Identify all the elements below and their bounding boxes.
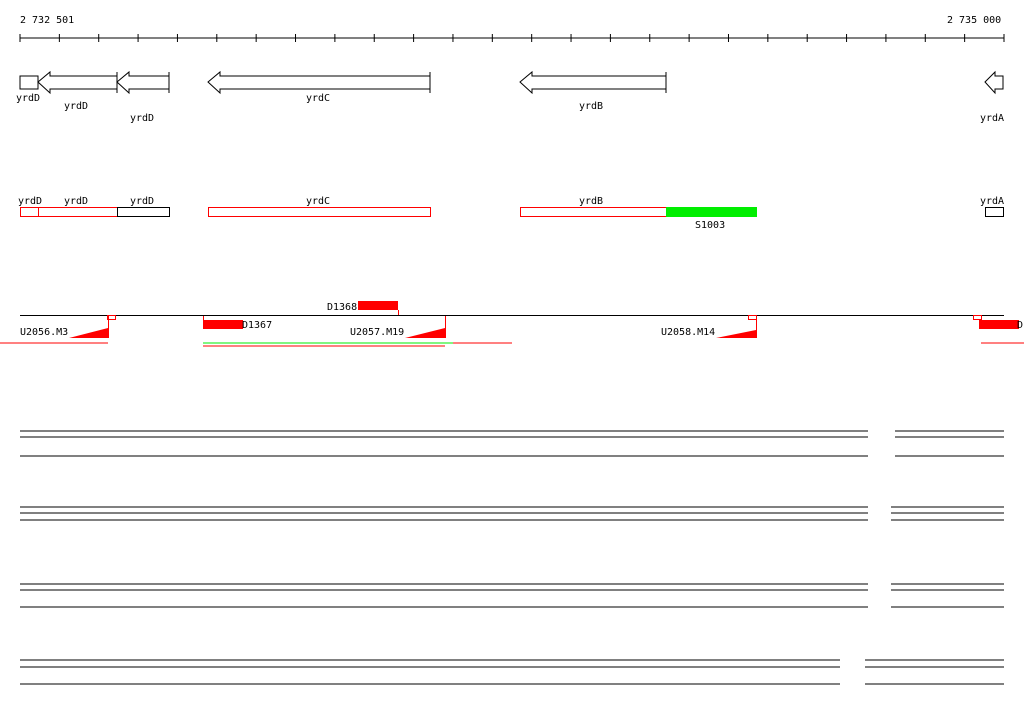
gene-yrdD-1[interactable] bbox=[19, 75, 39, 90]
s1003-label: S1003 bbox=[695, 220, 725, 231]
segment-label: U2057.M19 bbox=[350, 327, 404, 338]
cds-label: yrdB bbox=[579, 196, 603, 207]
cds-track: yrdD yrdD yrdD yrdC yrdB yrdA S1003 bbox=[18, 196, 1004, 231]
segments-track: D1368 U2056.M3 D1367 U2057.M19 U2058.M14… bbox=[0, 301, 1024, 347]
gene-yrdD-2[interactable] bbox=[37, 70, 118, 95]
ruler-start-label: 2 732 501 bbox=[20, 15, 74, 26]
cds-label: yrdA bbox=[980, 196, 1004, 207]
segment-label: U2056.M3 bbox=[20, 327, 68, 338]
cds-label: yrdC bbox=[306, 196, 330, 207]
profile-panel bbox=[20, 583, 1004, 608]
gene-yrdC[interactable] bbox=[207, 70, 431, 95]
segment-label: U2058.M14 bbox=[661, 327, 715, 338]
gene-yrdB[interactable] bbox=[519, 70, 667, 95]
cds-box[interactable] bbox=[520, 207, 667, 217]
cds-label: yrdD bbox=[130, 196, 154, 207]
segment-label: D bbox=[1017, 320, 1023, 331]
cds-box[interactable] bbox=[20, 207, 39, 217]
ruler: 2 732 501 2 735 000 bbox=[19, 15, 1005, 42]
gene-yrdA[interactable] bbox=[984, 70, 1004, 95]
cds-box[interactable] bbox=[208, 207, 431, 217]
ruler-end-label: 2 735 000 bbox=[947, 15, 1001, 26]
cds-box[interactable] bbox=[985, 207, 1004, 217]
gene-label: yrdC bbox=[306, 93, 330, 104]
cds-label: yrdD bbox=[18, 196, 42, 207]
segment-ramp bbox=[69, 328, 108, 338]
segment-label: D1368 bbox=[327, 302, 357, 313]
segment-ramp bbox=[405, 328, 445, 338]
cds-box[interactable] bbox=[117, 207, 170, 217]
gene-yrdD-3[interactable] bbox=[116, 70, 170, 95]
cds-label: yrdD bbox=[64, 196, 88, 207]
cds-box[interactable] bbox=[38, 207, 118, 217]
gene-label: yrdD bbox=[16, 93, 40, 104]
s1003-region[interactable] bbox=[666, 207, 757, 217]
gene-label: yrdB bbox=[579, 101, 603, 112]
gene-arrows-track: yrdD yrdD yrdD yrdC yrdB yrdA bbox=[16, 70, 1004, 124]
gene-label: yrdD bbox=[64, 101, 88, 112]
segment-d1368[interactable] bbox=[358, 301, 398, 310]
segment-label: D1367 bbox=[242, 320, 272, 331]
gene-label: yrdA bbox=[980, 113, 1004, 124]
segment-d[interactable] bbox=[979, 320, 1019, 329]
segment-d1367[interactable] bbox=[203, 320, 243, 329]
profile-panel bbox=[20, 430, 1004, 457]
profile-panel bbox=[20, 506, 1004, 521]
gene-label: yrdD bbox=[130, 113, 154, 124]
segment-ramp bbox=[716, 330, 756, 338]
expression-profiles bbox=[20, 430, 1004, 685]
profile-panel bbox=[20, 659, 1004, 685]
